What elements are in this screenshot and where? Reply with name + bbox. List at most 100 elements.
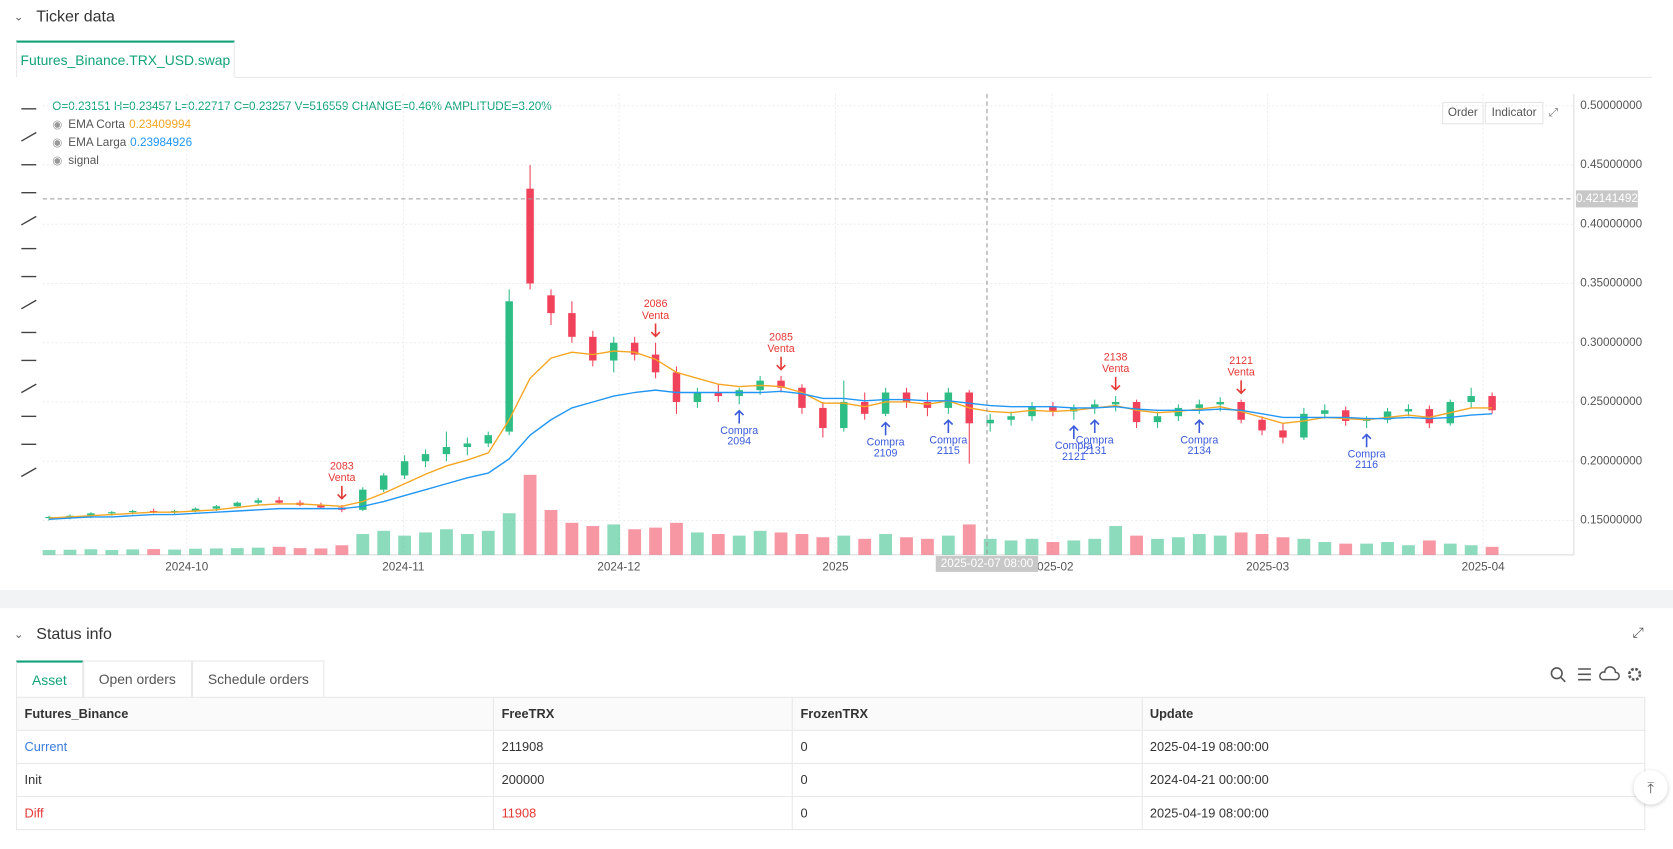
panel-gap: [0, 590, 1673, 609]
candle-body: [547, 295, 555, 314]
price-label-box: [1575, 190, 1638, 208]
tool-icon[interactable]: [20, 467, 37, 478]
columns-icon[interactable]: [1578, 668, 1591, 681]
candle-body: [860, 401, 869, 414]
volume-bar: [649, 527, 662, 555]
settings-icon[interactable]: [1627, 667, 1642, 682]
volume-bar: [858, 538, 872, 555]
volume-bar: [795, 534, 809, 555]
volume-bar: [962, 524, 976, 555]
candle-body: [798, 387, 806, 408]
scroll-top-button[interactable]: ⤒: [1633, 770, 1668, 805]
candle-body: [1488, 396, 1496, 411]
buy-arrow: [880, 421, 891, 436]
legend-value: 0.23409994: [129, 118, 191, 131]
buy-arrow: [1361, 433, 1372, 448]
candle-body: [672, 372, 681, 402]
signal-id: 2086: [644, 298, 668, 310]
volume-bar: [1046, 542, 1060, 555]
table-cell: 0: [791, 795, 1143, 831]
candle-body: [1216, 401, 1224, 405]
volume-bar: [523, 474, 537, 555]
volume-bar: [63, 549, 77, 555]
x-tick-label: 2024-12: [597, 561, 640, 574]
volume-bar: [1339, 543, 1353, 555]
volume-bar: [941, 535, 955, 555]
table-cell: 11908: [493, 795, 794, 831]
ema-line: [49, 350, 1493, 519]
y-tick-label: 0.45000000: [1580, 158, 1642, 171]
volume-bar: [209, 548, 223, 555]
volume-bar: [607, 524, 621, 555]
table-cell: 2025-04-19 08:00:00: [1141, 729, 1646, 764]
date-label-box: [935, 555, 1039, 572]
candle-body: [108, 512, 116, 514]
volume-bar: [1318, 542, 1332, 555]
volume-bar: [837, 535, 851, 555]
price-label: 0.42141492: [1576, 192, 1638, 205]
ticker-tab[interactable]: Futures_Binance.TRX_USD.swap: [16, 40, 235, 77]
candle-body: [1383, 411, 1392, 420]
candle-body: [1341, 410, 1350, 421]
column-header: FrozenTRX: [791, 696, 1143, 731]
tab-divider: [234, 76, 1652, 78]
legend-eye: ◉: [52, 154, 62, 167]
status-tab[interactable]: Schedule orders: [191, 660, 325, 697]
buy-arrow: [734, 409, 745, 424]
y-tick-label: 0.25000000: [1580, 395, 1642, 408]
order-button-label[interactable]: Order: [1448, 106, 1478, 119]
signal-label: Compra: [1180, 434, 1218, 446]
volume-bar: [440, 529, 453, 555]
volume-bar: [84, 549, 98, 555]
candle-body: [1007, 416, 1015, 420]
candle-body: [777, 380, 785, 388]
volume-bar: [1130, 535, 1143, 555]
volume-bar: [230, 548, 244, 555]
volume-bar: [1422, 540, 1436, 555]
candle-body: [630, 342, 639, 355]
volume-bar: [732, 535, 746, 555]
volume-bar: [565, 522, 579, 555]
collapse-icon[interactable]: ⌄: [13, 10, 24, 24]
signal-label: Compra: [1076, 434, 1114, 446]
status-tabs: Asset Open orders Schedule orders: [16, 660, 325, 698]
sell-arrow: [1236, 380, 1246, 395]
candle-body: [359, 489, 367, 510]
tool-icon[interactable]: [20, 215, 37, 226]
indicator-button-label[interactable]: Indicator: [1492, 106, 1537, 119]
table-cell: 0: [791, 762, 1143, 798]
y-tick-label: 0.15000000: [1580, 514, 1642, 527]
column-header: FreeTRX: [493, 696, 794, 731]
x-tick-label: 2025: [822, 561, 849, 574]
y-tick-label: 0.35000000: [1580, 277, 1642, 290]
candle-body: [212, 506, 221, 509]
status-tab[interactable]: Asset: [16, 660, 83, 698]
tool-icon[interactable]: [20, 299, 37, 310]
candle-body: [421, 454, 430, 462]
x-tick-label: 2024-11: [382, 561, 424, 574]
legend-name: EMA Larga: [68, 136, 126, 149]
signal-id: 2121: [1229, 355, 1253, 367]
tool-icon[interactable]: [20, 131, 37, 142]
candle-body: [651, 354, 660, 373]
y-tick-label: 0.40000000: [1580, 217, 1642, 230]
candle-body: [129, 510, 137, 513]
indicator-button[interactable]: [1484, 101, 1544, 125]
download-icon[interactable]: [1599, 666, 1620, 681]
volume-bar: [272, 546, 286, 555]
section-title: Ticker data: [36, 7, 115, 26]
collapse-icon[interactable]: ⌄: [13, 628, 24, 642]
table-cell: Diff: [16, 795, 495, 831]
volume-bar: [1255, 534, 1269, 555]
chart: O=0.23151 H=0.23457 L=0.22717 C=0.23257 …: [20, 93, 1643, 574]
signal-label: Venta: [1102, 363, 1129, 375]
tool-icon[interactable]: [20, 383, 37, 394]
fullscreen-icon[interactable]: ⤢: [1548, 106, 1558, 119]
volume-bar: [419, 532, 432, 555]
expand-icon[interactable]: ⤢: [1632, 624, 1644, 641]
table-cell: Init: [16, 762, 495, 798]
search-icon[interactable]: [1550, 667, 1563, 680]
candle-body: [1300, 413, 1308, 438]
status-tab[interactable]: Open orders: [82, 660, 192, 697]
volume-bar: [398, 535, 412, 555]
